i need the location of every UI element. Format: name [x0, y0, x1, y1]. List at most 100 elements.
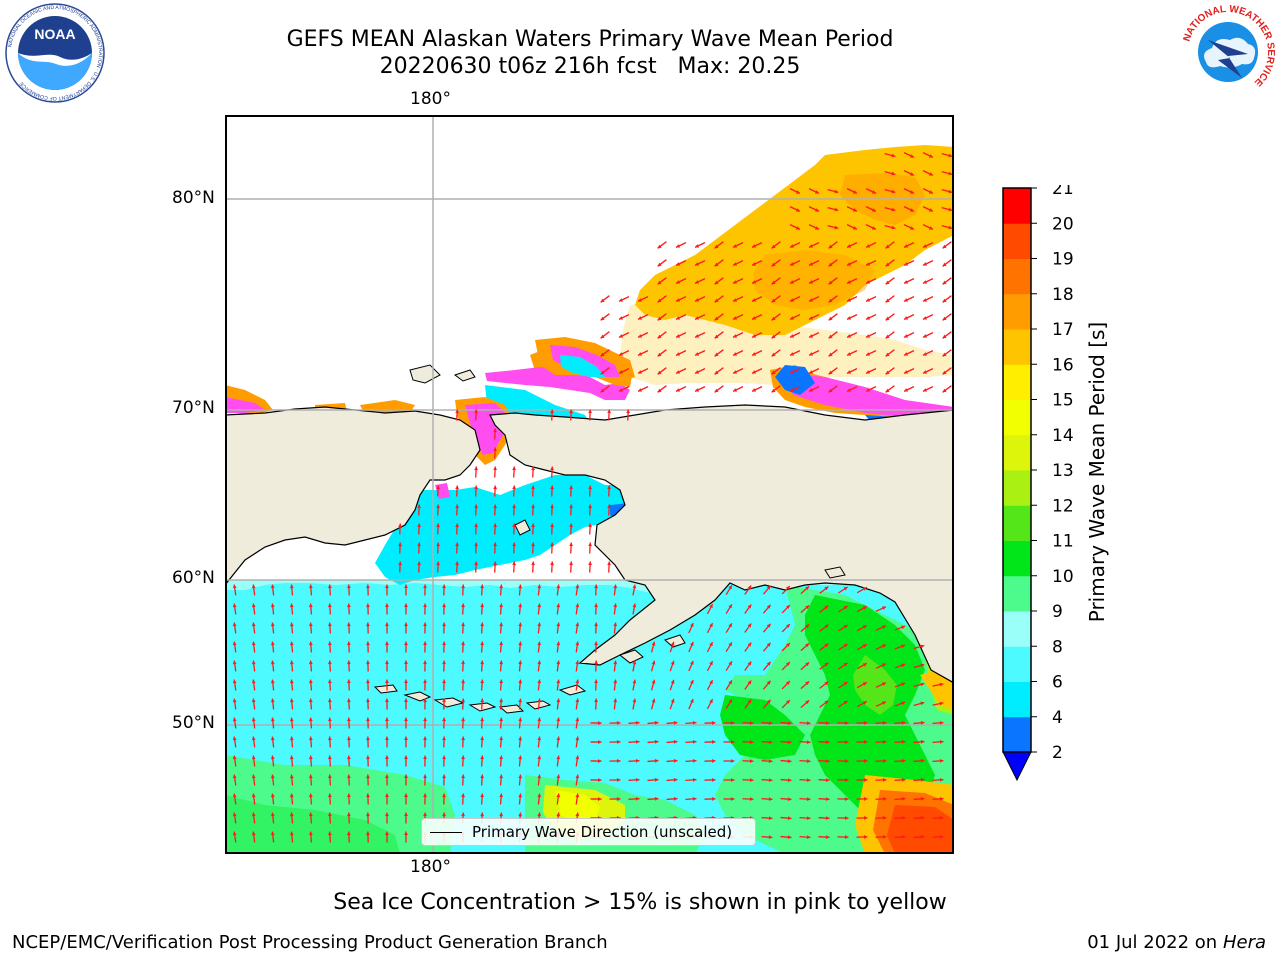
wave-arrow [618, 296, 630, 302]
wave-arrow [385, 679, 389, 691]
wave-arrow [531, 523, 536, 535]
wave-arrow [725, 660, 733, 672]
colorbar-tick-label: 13 [1052, 461, 1074, 481]
wave-arrow [474, 409, 479, 421]
wave-arrow [518, 603, 523, 615]
wave-arrow [512, 504, 517, 516]
wave-arrow [894, 663, 906, 669]
wave-arrow [875, 739, 887, 744]
wave-arrow [637, 332, 649, 338]
wave-arrow [423, 755, 427, 767]
wave-arrow [903, 296, 915, 302]
wave-arrow [694, 386, 706, 392]
wave-arrow [647, 720, 659, 725]
wave-arrow [808, 368, 820, 374]
wave-arrow [575, 793, 580, 805]
wave-arrow [885, 259, 895, 267]
wave-arrow [346, 622, 351, 634]
wave-arrow [808, 278, 820, 284]
wave-arrow [385, 717, 389, 729]
wave-arrow [618, 368, 630, 374]
wave-arrow [714, 277, 724, 285]
wave-arrow [846, 278, 858, 284]
wave-arrow [694, 350, 706, 356]
wave-arrow [607, 409, 612, 421]
wave-arrow [922, 350, 934, 356]
wave-arrow [837, 778, 849, 782]
wave-arrow [232, 831, 237, 843]
wave-arrow [346, 603, 351, 615]
wave-arrow [594, 641, 599, 653]
wave-arrow [657, 367, 667, 375]
wave-arrow [647, 739, 659, 744]
wave-arrow [856, 681, 868, 689]
wave-arrow [657, 241, 667, 249]
wave-arrow [569, 542, 574, 554]
wave-arrow [694, 296, 706, 302]
wave-arrow [537, 584, 542, 596]
wave-arrow [270, 831, 275, 843]
wave-arrow [493, 561, 498, 573]
wave-arrow [799, 721, 811, 726]
wave-arrow [346, 774, 351, 786]
wave-arrow [694, 278, 706, 284]
wave-arrow [828, 349, 838, 357]
wave-arrow [423, 603, 427, 615]
wave-arrow [327, 774, 332, 786]
wave-arrow [232, 641, 237, 653]
wave-arrow [913, 720, 925, 725]
wave-arrow [628, 758, 640, 763]
wave-arrow [732, 350, 744, 356]
wave-arrow [856, 740, 868, 744]
wave-arrow [780, 835, 792, 840]
wave-arrow [575, 660, 580, 672]
wave-arrow [819, 624, 829, 632]
map-legend: Primary Wave Direction (unscaled) [421, 818, 756, 846]
wave-arrow [493, 485, 498, 497]
wave-arrow [694, 314, 706, 320]
colorbar-segment [1003, 434, 1031, 471]
wave-arrow [346, 698, 351, 710]
wave-arrow [865, 188, 877, 194]
wave-arrow [827, 225, 839, 230]
wave-arrow [232, 622, 237, 634]
wave-arrow [442, 603, 446, 615]
wave-arrow [480, 641, 485, 653]
wave-arrow [550, 523, 555, 535]
wave-arrow [789, 206, 801, 212]
wave-arrow [537, 793, 542, 805]
wave-arrow [385, 660, 389, 672]
wave-arrow [556, 660, 561, 672]
wave-arrow [751, 350, 763, 356]
lat-label-70: 70°N [172, 398, 215, 418]
wave-arrow [556, 641, 561, 653]
wave-arrow [742, 797, 754, 801]
wave-arrow [903, 350, 915, 356]
wave-arrow [932, 701, 944, 706]
wave-arrow [856, 778, 868, 782]
wave-arrow [270, 736, 275, 748]
wave-arrow [346, 812, 351, 824]
wave-arrow [761, 740, 773, 745]
wave-arrow [714, 241, 724, 249]
wave-arrow [308, 755, 313, 767]
wave-arrow [232, 774, 237, 786]
wave-arrow [894, 739, 906, 744]
wave-arrow [846, 224, 858, 230]
wave-arrow [789, 296, 801, 302]
wave-arrow [875, 625, 887, 631]
wave-arrow [894, 834, 906, 839]
wave-arrow [537, 717, 542, 729]
wave-arrow [846, 314, 858, 320]
wave-arrow [461, 622, 466, 634]
wave-arrow [838, 681, 848, 689]
wave-arrow [838, 700, 848, 708]
wave-arrow [270, 717, 275, 729]
wave-arrow [856, 721, 868, 725]
wave-arrow [932, 777, 944, 782]
wave-arrow [537, 755, 542, 767]
wave-arrow [894, 758, 906, 763]
wave-arrow [512, 485, 517, 497]
wave-arrow [808, 242, 820, 248]
wave-arrow [837, 740, 849, 744]
